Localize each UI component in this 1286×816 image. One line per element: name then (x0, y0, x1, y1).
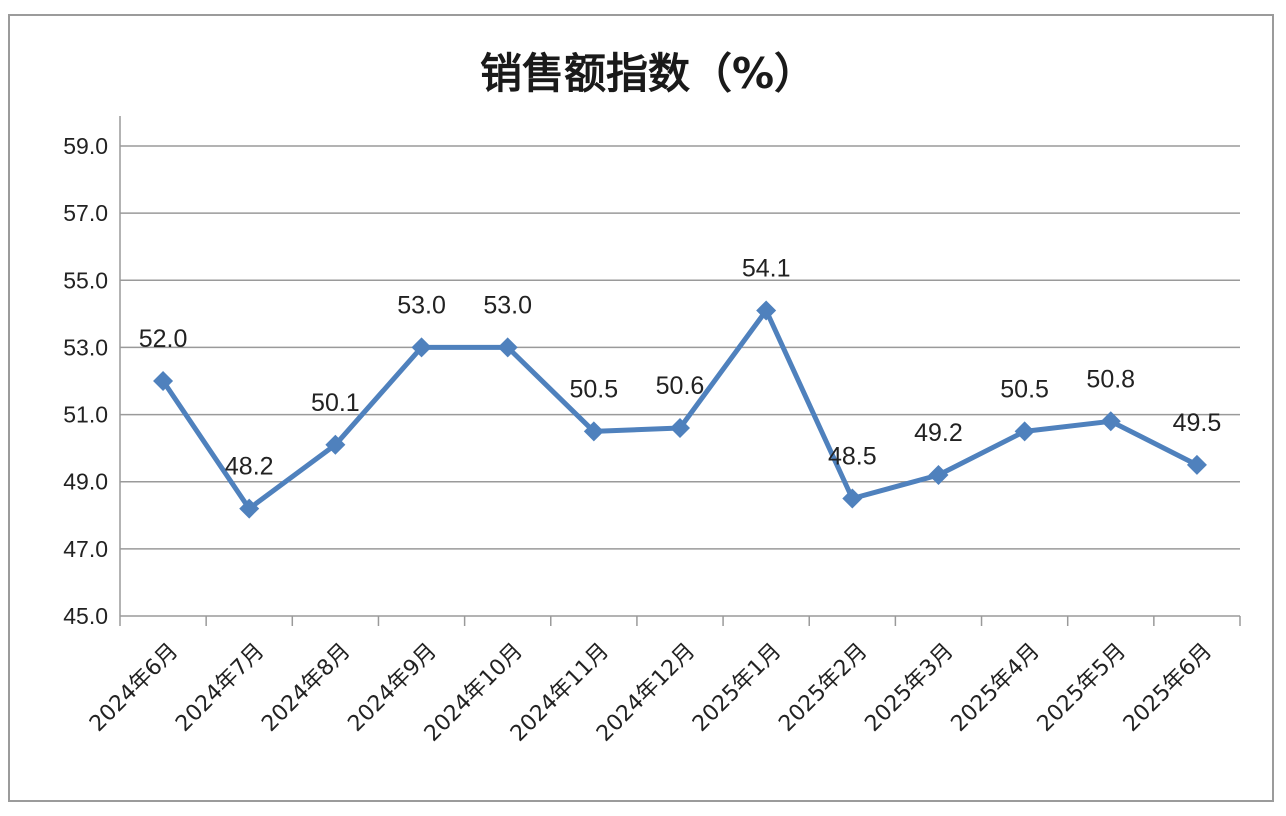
y-tick-label: 59.0 (63, 133, 108, 159)
y-axis-tick-labels: 45.0 47.0 49.0 51.0 53.0 55.0 57.0 59.0 (63, 133, 108, 629)
data-point-marker (411, 337, 432, 358)
y-tick-label: 45.0 (63, 603, 108, 629)
data-label: 50.1 (311, 389, 360, 417)
data-label: 54.1 (742, 255, 791, 283)
data-point-marker (497, 337, 518, 358)
x-tick-label: 2025年3月 (860, 639, 958, 737)
x-tick-label: 2025年2月 (774, 639, 872, 737)
data-point-marker (1186, 454, 1207, 475)
data-point-marker (928, 465, 949, 485)
gridlines (120, 145, 1240, 550)
y-tick-label: 47.0 (63, 536, 108, 562)
data-label: 48.5 (828, 443, 877, 471)
x-tick-label: 2025年6月 (1119, 639, 1217, 737)
data-label: 52.0 (139, 325, 188, 353)
data-label: 50.6 (656, 372, 705, 400)
data-point-marker (239, 498, 260, 519)
data-label: 48.2 (225, 453, 274, 481)
x-axis-tick-labels: 2024年6月2024年7月2024年8月2024年9月2024年10月2024… (85, 639, 1217, 747)
data-label: 50.5 (570, 375, 619, 403)
data-point-marker (583, 421, 604, 442)
y-tick-label: 51.0 (63, 402, 108, 428)
data-point-marker (1100, 411, 1121, 432)
chart-title: 销售额指数（%） (480, 49, 816, 98)
x-tick-label: 2025年4月 (947, 639, 1045, 737)
data-point-marker (325, 434, 346, 455)
data-point-marker (670, 418, 690, 438)
data-label: 50.5 (1000, 375, 1049, 403)
data-label: 50.8 (1086, 365, 1135, 393)
x-tick-label: 2024年7月 (171, 639, 269, 737)
y-tick-label: 55.0 (63, 267, 108, 293)
data-point-marker (153, 371, 174, 391)
data-label-layer: 52.0 48.2 50.1 53.0 53.0 50.5 50.6 54.1 48.5 49.2… (139, 255, 1222, 481)
data-point-marker (842, 488, 863, 509)
x-tick-label: 2025年1月 (688, 639, 786, 737)
data-label: 53.0 (397, 291, 446, 319)
y-tick-label: 57.0 (63, 200, 108, 226)
y-tick-label: 49.0 (63, 469, 108, 495)
data-point-marker (1014, 421, 1035, 442)
axes (119, 116, 1241, 626)
data-point-marker (756, 300, 777, 321)
data-label: 53.0 (483, 291, 532, 319)
marker-layer (153, 300, 1207, 519)
x-tick-label: 2025年5月 (1033, 639, 1131, 737)
x-tick-label: 2024年6月 (85, 639, 183, 737)
line-chart: 销售额指数（%） 45.0 47.0 49.0 51.0 53.0 55.0 57.0 59.… (63, 49, 1241, 747)
chart-frame: 销售额指数（%） 45.0 47.0 49.0 51.0 53.0 55.0 57.0 59.… (8, 14, 1274, 802)
y-tick-label: 53.0 (63, 334, 108, 360)
data-label: 49.5 (1173, 409, 1222, 437)
data-label: 49.2 (914, 419, 963, 447)
x-tick-label: 2024年8月 (257, 639, 355, 737)
